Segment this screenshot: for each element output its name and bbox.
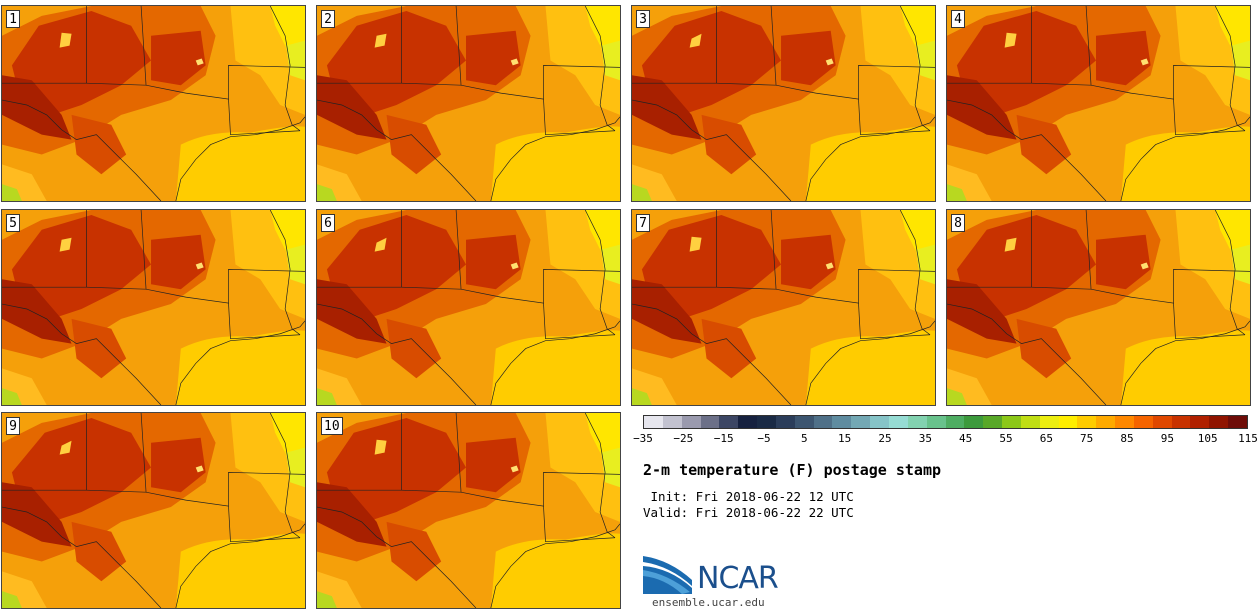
colorbar-swatch bbox=[813, 416, 833, 428]
colorbar-tick-label: 105 bbox=[1197, 432, 1218, 445]
colorbar-swatch bbox=[945, 416, 965, 428]
colorbar-swatch bbox=[794, 416, 814, 428]
colorbar-tick-label: 15 bbox=[838, 432, 852, 445]
colorbar-tick-label: 85 bbox=[1120, 432, 1134, 445]
colorbar-swatch bbox=[926, 416, 946, 428]
panel-number-label: 10 bbox=[321, 417, 343, 435]
map-panel-1: 1 bbox=[1, 5, 306, 202]
valid-time: Valid: Fri 2018-06-22 22 UTC bbox=[643, 505, 854, 520]
map-panel-5: 5 bbox=[1, 209, 306, 406]
map-panel-9: 9 bbox=[1, 412, 306, 609]
colorbar-swatch bbox=[681, 416, 701, 428]
temperature-map bbox=[632, 6, 935, 201]
colorbar-tick-label: 95 bbox=[1160, 432, 1174, 445]
colorbar-swatch bbox=[1002, 416, 1021, 428]
temperature-map bbox=[317, 6, 620, 201]
temperature-map bbox=[947, 6, 1250, 201]
temperature-map bbox=[317, 210, 620, 405]
colorbar-tick-label: 55 bbox=[999, 432, 1013, 445]
colorbar-tick-label: 25 bbox=[878, 432, 892, 445]
colorbar-swatch bbox=[644, 416, 663, 428]
temperature-map bbox=[2, 6, 305, 201]
colorbar-swatch bbox=[888, 416, 908, 428]
colorbar-swatch bbox=[832, 416, 852, 428]
temperature-map bbox=[2, 413, 305, 608]
temperature-map bbox=[317, 413, 620, 608]
colorbar-swatch bbox=[1209, 416, 1229, 428]
site-url[interactable]: ensemble.ucar.edu bbox=[652, 596, 765, 609]
colorbar-swatch bbox=[1096, 416, 1116, 428]
colorbar-swatch bbox=[738, 416, 758, 428]
colorbar bbox=[643, 415, 1248, 429]
colorbar-tick-label: 45 bbox=[959, 432, 973, 445]
colorbar-swatch bbox=[851, 416, 871, 428]
colorbar-swatch bbox=[1152, 416, 1172, 428]
map-panel-6: 6 bbox=[316, 209, 621, 406]
map-panel-7: 7 bbox=[631, 209, 936, 406]
panel-number-label: 9 bbox=[6, 417, 20, 435]
init-time: Init: Fri 2018-06-22 12 UTC bbox=[643, 489, 854, 504]
panel-number-label: 3 bbox=[636, 10, 650, 28]
colorbar-swatch bbox=[964, 416, 984, 428]
map-panel-8: 8 bbox=[946, 209, 1251, 406]
colorbar-tick-label: 115 bbox=[1238, 432, 1258, 445]
colorbar-swatch bbox=[662, 416, 682, 428]
colorbar-swatch bbox=[870, 416, 889, 428]
map-panel-3: 3 bbox=[631, 5, 936, 202]
ncar-logo-icon bbox=[643, 556, 692, 594]
colorbar-swatch bbox=[1077, 416, 1097, 428]
colorbar-swatch bbox=[1115, 416, 1134, 428]
map-panel-4: 4 bbox=[946, 5, 1251, 202]
colorbar-tick-label: −15 bbox=[713, 432, 734, 445]
temperature-map bbox=[2, 210, 305, 405]
colorbar-swatch bbox=[1058, 416, 1078, 428]
colorbar-swatch bbox=[1190, 416, 1210, 428]
colorbar-tick-label: −5 bbox=[757, 432, 771, 445]
colorbar-swatch bbox=[1039, 416, 1059, 428]
colorbar-tick-label: −25 bbox=[673, 432, 694, 445]
temperature-map bbox=[947, 210, 1250, 405]
colorbar-swatch bbox=[1171, 416, 1191, 428]
colorbar-swatch bbox=[1133, 416, 1153, 428]
panel-number-label: 6 bbox=[321, 214, 335, 232]
colorbar-swatch bbox=[1228, 416, 1247, 428]
colorbar-tick-label: 65 bbox=[1039, 432, 1053, 445]
colorbar-swatch bbox=[1020, 416, 1040, 428]
colorbar-swatch bbox=[775, 416, 795, 428]
colorbar-tick-label: 75 bbox=[1080, 432, 1094, 445]
panel-number-label: 4 bbox=[951, 10, 965, 28]
colorbar-tick-label: 35 bbox=[918, 432, 932, 445]
colorbar-swatch bbox=[907, 416, 927, 428]
panel-number-label: 1 bbox=[6, 10, 20, 28]
panel-number-label: 8 bbox=[951, 214, 965, 232]
panel-number-label: 5 bbox=[6, 214, 20, 232]
colorbar-swatch bbox=[719, 416, 739, 428]
map-panel-2: 2 bbox=[316, 5, 621, 202]
colorbar-ticks: −35 −25 −15 −5 5 15 25 35 45 55 65 75 85 95 105 115 bbox=[633, 432, 1258, 448]
temperature-map bbox=[632, 210, 935, 405]
chart-title: 2-m temperature (F) postage stamp bbox=[643, 461, 942, 479]
colorbar-tick-label: 5 bbox=[801, 432, 808, 445]
panel-number-label: 2 bbox=[321, 10, 335, 28]
colorbar-tick-label: −35 bbox=[633, 432, 653, 445]
colorbar-swatch bbox=[700, 416, 720, 428]
colorbar-swatch bbox=[757, 416, 776, 428]
panel-number-label: 7 bbox=[636, 214, 650, 232]
ncar-logo-text: NCAR bbox=[697, 561, 779, 596]
map-panel-10: 10 bbox=[316, 412, 621, 609]
colorbar-swatch bbox=[983, 416, 1003, 428]
